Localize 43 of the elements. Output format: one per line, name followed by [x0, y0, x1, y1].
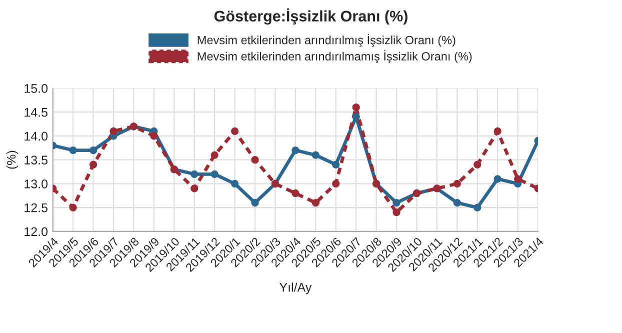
point — [69, 146, 77, 154]
x-axis-title: Yıl/Ay — [280, 282, 312, 294]
point — [474, 204, 482, 212]
point — [312, 151, 320, 159]
point — [514, 175, 522, 183]
point — [190, 170, 198, 178]
y-tick-label: 12.5 — [24, 203, 48, 212]
y-tick-label: 12.0 — [24, 227, 48, 236]
point — [392, 198, 400, 207]
point — [110, 127, 118, 136]
point — [230, 127, 239, 136]
y-tick-label: 14.0 — [24, 132, 48, 141]
y-tick-label: 13.0 — [24, 180, 48, 188]
point — [292, 189, 300, 198]
point — [453, 198, 461, 207]
y-tick-label: 13.5 — [24, 156, 48, 164]
point — [292, 146, 300, 154]
legend-label: Mevsim etkilerinden arındırılmamış İşsizlik Oranı (%) — [198, 50, 472, 63]
y-axis-title: (%) — [6, 150, 18, 169]
point — [474, 160, 482, 168]
point — [150, 132, 158, 140]
point — [453, 180, 461, 188]
point — [251, 198, 259, 207]
point — [210, 170, 218, 178]
point — [230, 180, 239, 188]
legend-label: Mevsim etkilerinden arındırılmış İşsizlik Oranı (%) — [198, 34, 456, 47]
point — [352, 104, 360, 112]
point — [89, 146, 98, 154]
y-tick-label: 14.5 — [24, 108, 48, 117]
chart-title: Gösterge:İşsizlik Oranı (%) — [214, 8, 408, 25]
point — [251, 156, 259, 164]
point — [494, 127, 502, 136]
point — [392, 208, 400, 216]
point — [210, 151, 218, 159]
point — [69, 204, 77, 212]
point — [312, 198, 320, 207]
point — [332, 160, 340, 168]
point — [494, 175, 502, 183]
point — [89, 160, 98, 168]
point — [332, 180, 340, 188]
y-tick-label: 15.0 — [24, 84, 48, 93]
point — [352, 113, 360, 121]
point — [190, 184, 198, 192]
